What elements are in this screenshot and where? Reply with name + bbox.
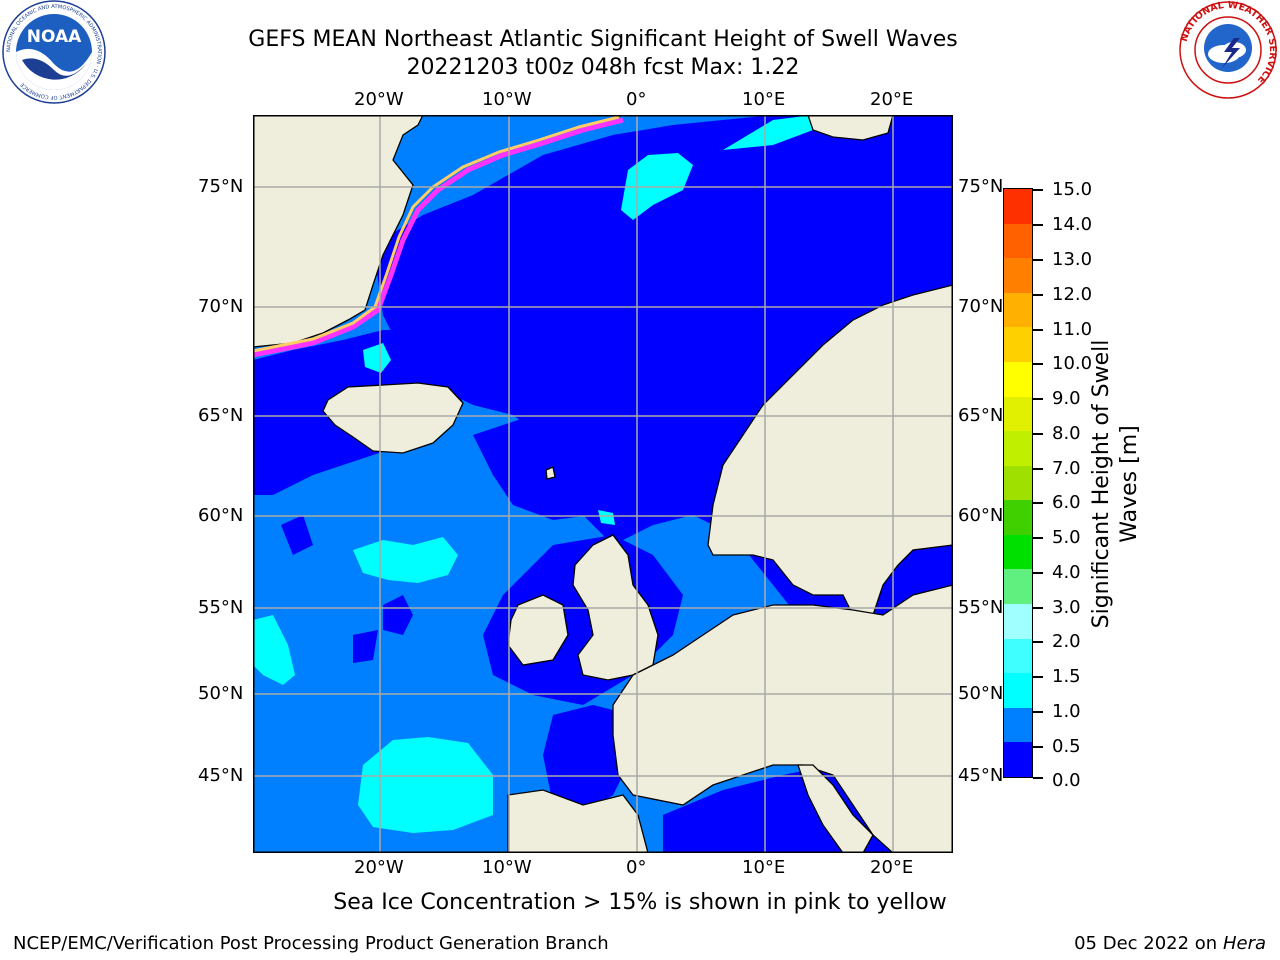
colorbar-bin [1004,604,1032,639]
lat-tick-left: 50°N [198,683,244,704]
sea-ice-caption: Sea Ice Concentration > 15% is shown in … [333,890,947,915]
colorbar-bin [1004,361,1032,397]
sea-ice-edge [253,115,624,358]
chart-title: GEFS MEAN Northeast Atlantic Significant… [248,27,958,52]
colorbar-bin [1004,396,1032,432]
colorbar-tick: 1.0 [1052,701,1081,722]
colorbar-label-line1: Significant Height of Swell [1089,339,1114,629]
colorbar-tick: 13.0 [1052,249,1093,270]
colorbar-tick-mark [1033,433,1043,435]
colorbar-tick: 7.0 [1052,458,1081,479]
colorbar-bin [1004,569,1032,605]
lat-tick-left: 55°N [198,597,244,618]
noaa-logo-text: NOAA [27,27,82,47]
colorbar-tick-mark [1033,398,1043,400]
lat-tick-left: 75°N [198,176,244,197]
lon-tick-top: 0° [626,89,647,110]
colorbar-tick: 11.0 [1052,319,1093,340]
swell-cyan-zones [253,115,813,833]
footer-credit: NCEP/EMC/Verification Post Processing Pr… [13,933,609,954]
lon-tick-bottom: 0° [626,857,647,878]
lat-tick-right: 75°N [958,176,1004,197]
colorbar-tick: 12.0 [1052,284,1093,305]
colorbar-bin [1004,431,1032,466]
lon-tick-bottom: 20°W [354,857,404,878]
colorbar-tick: 0.0 [1052,770,1081,791]
colorbar-tick-mark [1033,777,1043,779]
lat-tick-right: 45°N [958,765,1004,786]
colorbar-bin [1004,742,1032,777]
lat-tick-right: 55°N [958,597,1004,618]
colorbar-tick-mark [1033,676,1043,678]
colorbar-bin [1004,327,1032,362]
colorbar-bin [1004,189,1032,224]
colorbar-bin [1004,258,1032,293]
lon-tick-top: 10°W [482,89,532,110]
colorbar-bin [1004,292,1032,328]
lat-tick-right: 60°N [958,505,1004,526]
colorbar-tick-mark [1033,468,1043,470]
colorbar-tick: 8.0 [1052,423,1081,444]
lon-tick-top: 10°E [742,89,786,110]
colorbar-bin [1004,673,1032,708]
colorbar-tick-mark [1033,502,1043,504]
colorbar-bin [1004,638,1032,674]
footer-machine: Hera [1222,933,1266,954]
noaa-logo: NOAA NATIONAL OCEANIC AND ATMOSPHERIC AD… [2,0,106,104]
colorbar-tick-mark [1033,363,1043,365]
lat-tick-left: 45°N [198,765,244,786]
colorbar-tick-mark [1033,746,1043,748]
colorbar-tick-mark [1033,329,1043,331]
colorbar-tick-mark [1033,537,1043,539]
colorbar-tick-mark [1033,224,1043,226]
colorbar-tick-mark [1033,294,1043,296]
footer-date-text: 05 Dec 2022 on [1074,933,1218,954]
colorbar-bin [1004,465,1032,501]
colorbar-tick: 14.0 [1052,214,1093,235]
lat-tick-left: 70°N [198,296,244,317]
colorbar-bin [1004,500,1032,535]
colorbar-tick: 1.5 [1052,666,1081,687]
colorbar-tick: 9.0 [1052,388,1081,409]
colorbar-tick: 10.0 [1052,353,1093,374]
colorbar-tick: 2.0 [1052,631,1081,652]
colorbar-bin [1004,707,1032,743]
lon-tick-top: 20°E [870,89,914,110]
lon-tick-bottom: 10°W [482,857,532,878]
colorbar-tick: 6.0 [1052,492,1081,513]
colorbar-tick: 4.0 [1052,562,1081,583]
colorbar-bin [1004,223,1032,259]
map-border [253,115,953,853]
colorbar-tick: 3.0 [1052,597,1081,618]
colorbar-tick-mark [1033,711,1043,713]
lon-tick-top: 20°W [354,89,404,110]
footer-date: 05 Dec 2022 on Hera [1074,933,1266,954]
colorbar-tick-mark [1033,607,1043,609]
colorbar-label-line2: Waves [m] [1117,425,1142,543]
colorbar-tick: 5.0 [1052,527,1081,548]
colorbar-tick-mark [1033,641,1043,643]
colorbar-tick: 15.0 [1052,179,1093,200]
lon-tick-bottom: 20°E [870,857,914,878]
swell-height-map[interactable] [253,115,953,853]
colorbar-tick-mark [1033,572,1043,574]
colorbar [1003,188,1033,778]
gridlines [253,115,953,853]
colorbar-tick-mark [1033,259,1043,261]
colorbar-tick: 0.5 [1052,736,1081,757]
lat-tick-left: 65°N [198,405,244,426]
lat-tick-right: 50°N [958,683,1004,704]
lat-tick-right: 65°N [958,405,1004,426]
lon-tick-bottom: 10°E [742,857,786,878]
colorbar-bin [1004,534,1032,570]
chart-subtitle: 20221203 t00z 048h fcst Max: 1.22 [406,55,800,80]
colorbar-tick-mark [1033,189,1043,191]
nws-logo: NATIONAL WEATHER SERVICE [1179,0,1278,99]
lat-tick-left: 60°N [198,505,244,526]
lat-tick-right: 70°N [958,296,1004,317]
